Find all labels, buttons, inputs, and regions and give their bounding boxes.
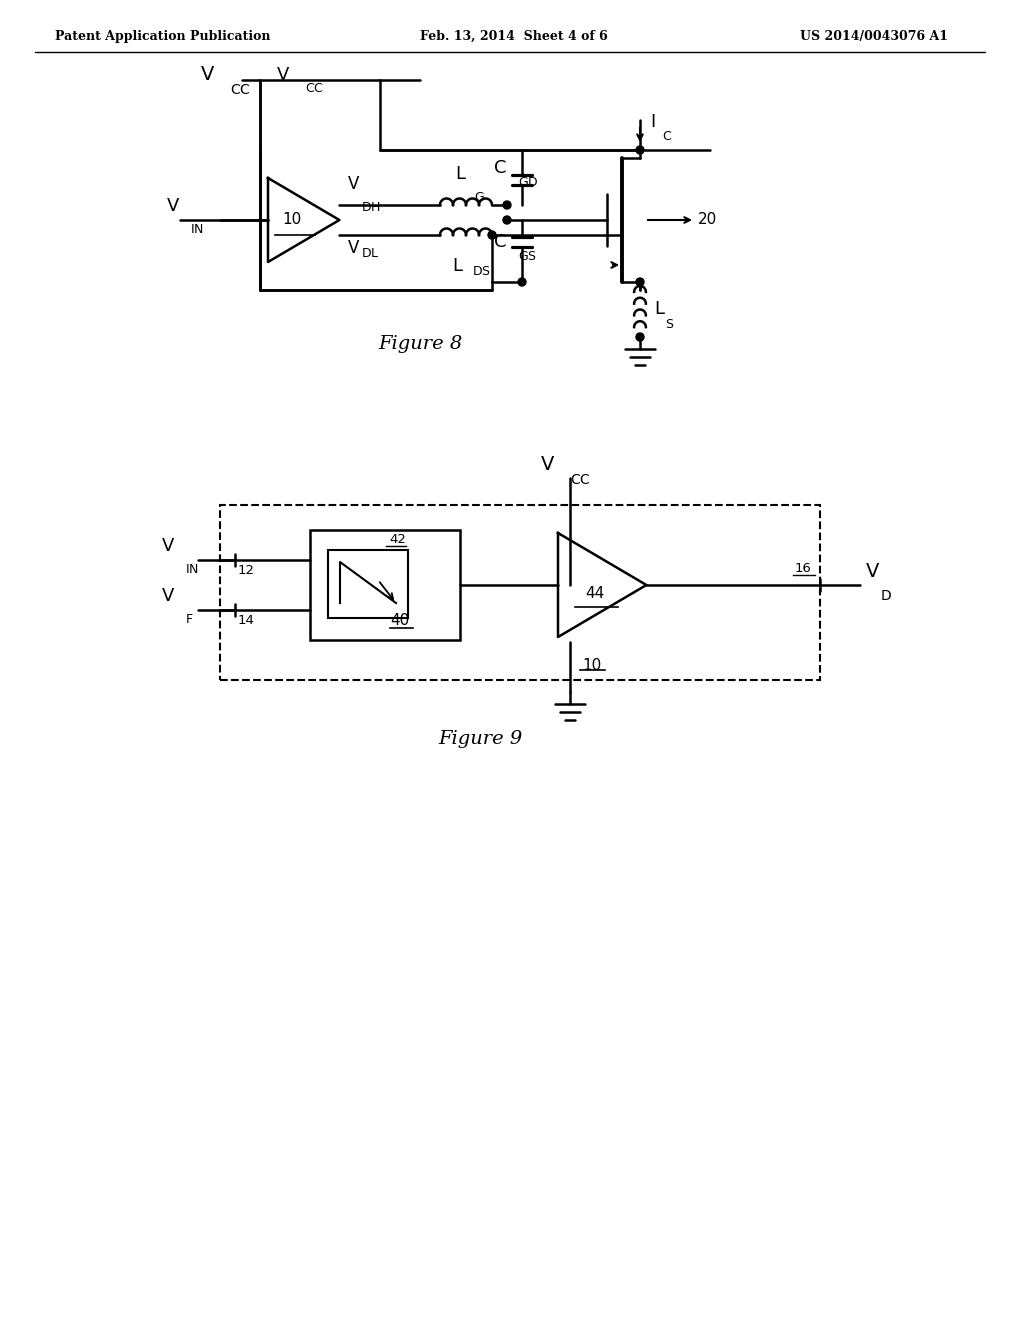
Text: $\mathregular{V}$: $\mathregular{V}$ <box>347 239 360 257</box>
Text: $\mathregular{L}$: $\mathregular{L}$ <box>654 301 666 318</box>
Text: $\mathregular{DH}$: $\mathregular{DH}$ <box>361 201 381 214</box>
Text: Feb. 13, 2014  Sheet 4 of 6: Feb. 13, 2014 Sheet 4 of 6 <box>420 30 608 44</box>
Text: 42: 42 <box>389 533 406 546</box>
Text: 20: 20 <box>698 213 717 227</box>
Text: $\mathregular{GS}$: $\mathregular{GS}$ <box>518 249 537 263</box>
Text: $\mathregular{V}$: $\mathregular{V}$ <box>540 455 555 474</box>
Text: $\mathregular{V}$: $\mathregular{V}$ <box>275 66 290 84</box>
Circle shape <box>518 279 526 286</box>
Text: $\mathregular{V}$: $\mathregular{V}$ <box>161 537 175 554</box>
Text: $\mathregular{G}$: $\mathregular{G}$ <box>474 191 484 205</box>
Text: Patent Application Publication: Patent Application Publication <box>55 30 270 44</box>
Text: $\mathregular{V}$: $\mathregular{V}$ <box>347 176 360 193</box>
Bar <box>328 550 408 618</box>
Bar <box>310 531 460 640</box>
Text: $\mathregular{V}$: $\mathregular{V}$ <box>865 562 881 581</box>
Text: US 2014/0043076 A1: US 2014/0043076 A1 <box>800 30 948 44</box>
Text: $\mathregular{IN}$: $\mathregular{IN}$ <box>190 223 204 236</box>
Circle shape <box>636 147 644 154</box>
Text: $\mathregular{DL}$: $\mathregular{DL}$ <box>361 247 380 260</box>
Text: $\mathregular{IN}$: $\mathregular{IN}$ <box>185 564 199 576</box>
Circle shape <box>636 333 644 341</box>
Text: $\mathregular{DS}$: $\mathregular{DS}$ <box>472 265 490 279</box>
Text: $\mathregular{C}$: $\mathregular{C}$ <box>662 129 672 143</box>
Text: 40: 40 <box>390 612 410 628</box>
Text: 10: 10 <box>582 657 601 672</box>
Bar <box>220 506 820 680</box>
Text: $\mathregular{C}$: $\mathregular{C}$ <box>494 234 507 251</box>
Text: $\mathregular{L}$: $\mathregular{L}$ <box>452 257 464 275</box>
Text: Figure 8: Figure 8 <box>378 335 462 352</box>
Text: $\mathregular{V}$: $\mathregular{V}$ <box>200 66 215 84</box>
Circle shape <box>636 279 644 286</box>
Text: 12: 12 <box>238 564 255 577</box>
Text: 16: 16 <box>795 562 812 576</box>
Text: $\mathregular{I}$: $\mathregular{I}$ <box>650 114 655 131</box>
Text: $\mathregular{CC}$: $\mathregular{CC}$ <box>570 473 591 487</box>
Text: $\mathregular{D}$: $\mathregular{D}$ <box>880 589 892 603</box>
Text: $\mathregular{F}$: $\mathregular{F}$ <box>185 612 194 626</box>
Circle shape <box>503 216 511 224</box>
Text: 14: 14 <box>238 614 255 627</box>
Text: 10: 10 <box>283 213 302 227</box>
Text: $\mathregular{CC}$: $\mathregular{CC}$ <box>230 83 251 96</box>
Circle shape <box>503 201 511 209</box>
Text: $\mathregular{GD}$: $\mathregular{GD}$ <box>518 176 539 189</box>
Text: $\mathregular{V}$: $\mathregular{V}$ <box>161 587 175 605</box>
Text: $\mathregular{C}$: $\mathregular{C}$ <box>494 158 507 177</box>
Text: $\mathregular{V}$: $\mathregular{V}$ <box>166 197 180 215</box>
Text: $\mathregular{S}$: $\mathregular{S}$ <box>665 318 674 330</box>
Text: $\mathregular{CC}$: $\mathregular{CC}$ <box>305 82 324 95</box>
Text: $\mathregular{L}$: $\mathregular{L}$ <box>455 165 467 183</box>
Text: Figure 9: Figure 9 <box>438 730 522 748</box>
Circle shape <box>488 231 496 239</box>
Text: 44: 44 <box>586 586 604 601</box>
